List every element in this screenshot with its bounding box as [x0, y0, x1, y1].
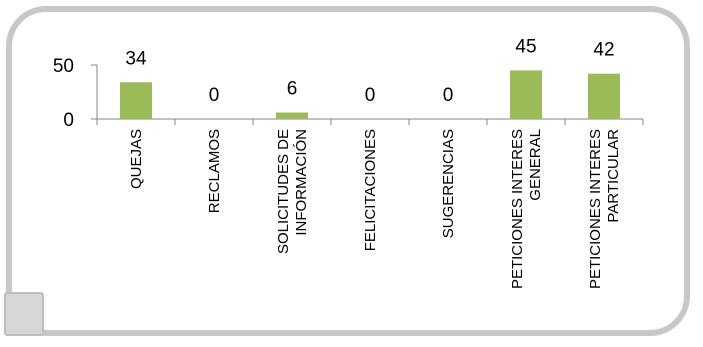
category-label-line: INFORMACIÓN	[293, 129, 310, 236]
category-label: RECLAMOS	[206, 129, 223, 213]
x-axis	[96, 118, 644, 125]
category-label-line: SUGERENCIAS	[440, 129, 457, 238]
data-label: 0	[209, 85, 220, 106]
category-label: PETICIONES INTERES PARTICULAR	[587, 129, 622, 289]
bars	[120, 70, 620, 119]
data-label: 45	[515, 36, 536, 57]
bar	[588, 73, 620, 119]
category-label-line: PARTICULAR	[605, 129, 622, 223]
category-label-line: SOLICITUDES DE	[275, 129, 292, 254]
frame-corner-tab	[4, 292, 44, 336]
bar	[120, 82, 152, 119]
category-label: SOLICITUDES DE INFORMACIÓN	[275, 129, 310, 254]
category-label-line: RECLAMOS	[206, 129, 223, 213]
bar	[276, 112, 308, 119]
y-tick-label: 50	[53, 56, 74, 77]
category-label-line: QUEJAS	[128, 129, 145, 189]
category-label-line: GENERAL	[527, 129, 544, 201]
category-label: FELICITACIONES	[362, 129, 379, 251]
y-tick-label: 0	[63, 110, 74, 131]
data-label: 6	[287, 79, 298, 100]
data-label: 42	[593, 40, 614, 61]
data-label: 0	[443, 85, 454, 106]
bar	[510, 70, 542, 119]
y-axis: 0 50	[53, 56, 98, 131]
category-label: PETICIONES INTERES GENERAL	[509, 129, 544, 289]
category-label: SUGERENCIAS	[440, 129, 457, 238]
data-labels: 34 0 6 0 0 45 42	[125, 36, 614, 106]
category-label-line: PETICIONES INTERES	[509, 129, 526, 289]
category-label: QUEJAS	[128, 129, 145, 189]
category-label-line: FELICITACIONES	[362, 129, 379, 251]
category-labels: QUEJAS RECLAMOS SOLICITUDES DE INFORMACIÓN F…	[128, 129, 622, 289]
chart-frame	[6, 6, 690, 336]
category-label-line: PETICIONES INTERES	[587, 129, 604, 289]
data-label: 0	[365, 85, 376, 106]
data-label: 34	[125, 48, 147, 69]
